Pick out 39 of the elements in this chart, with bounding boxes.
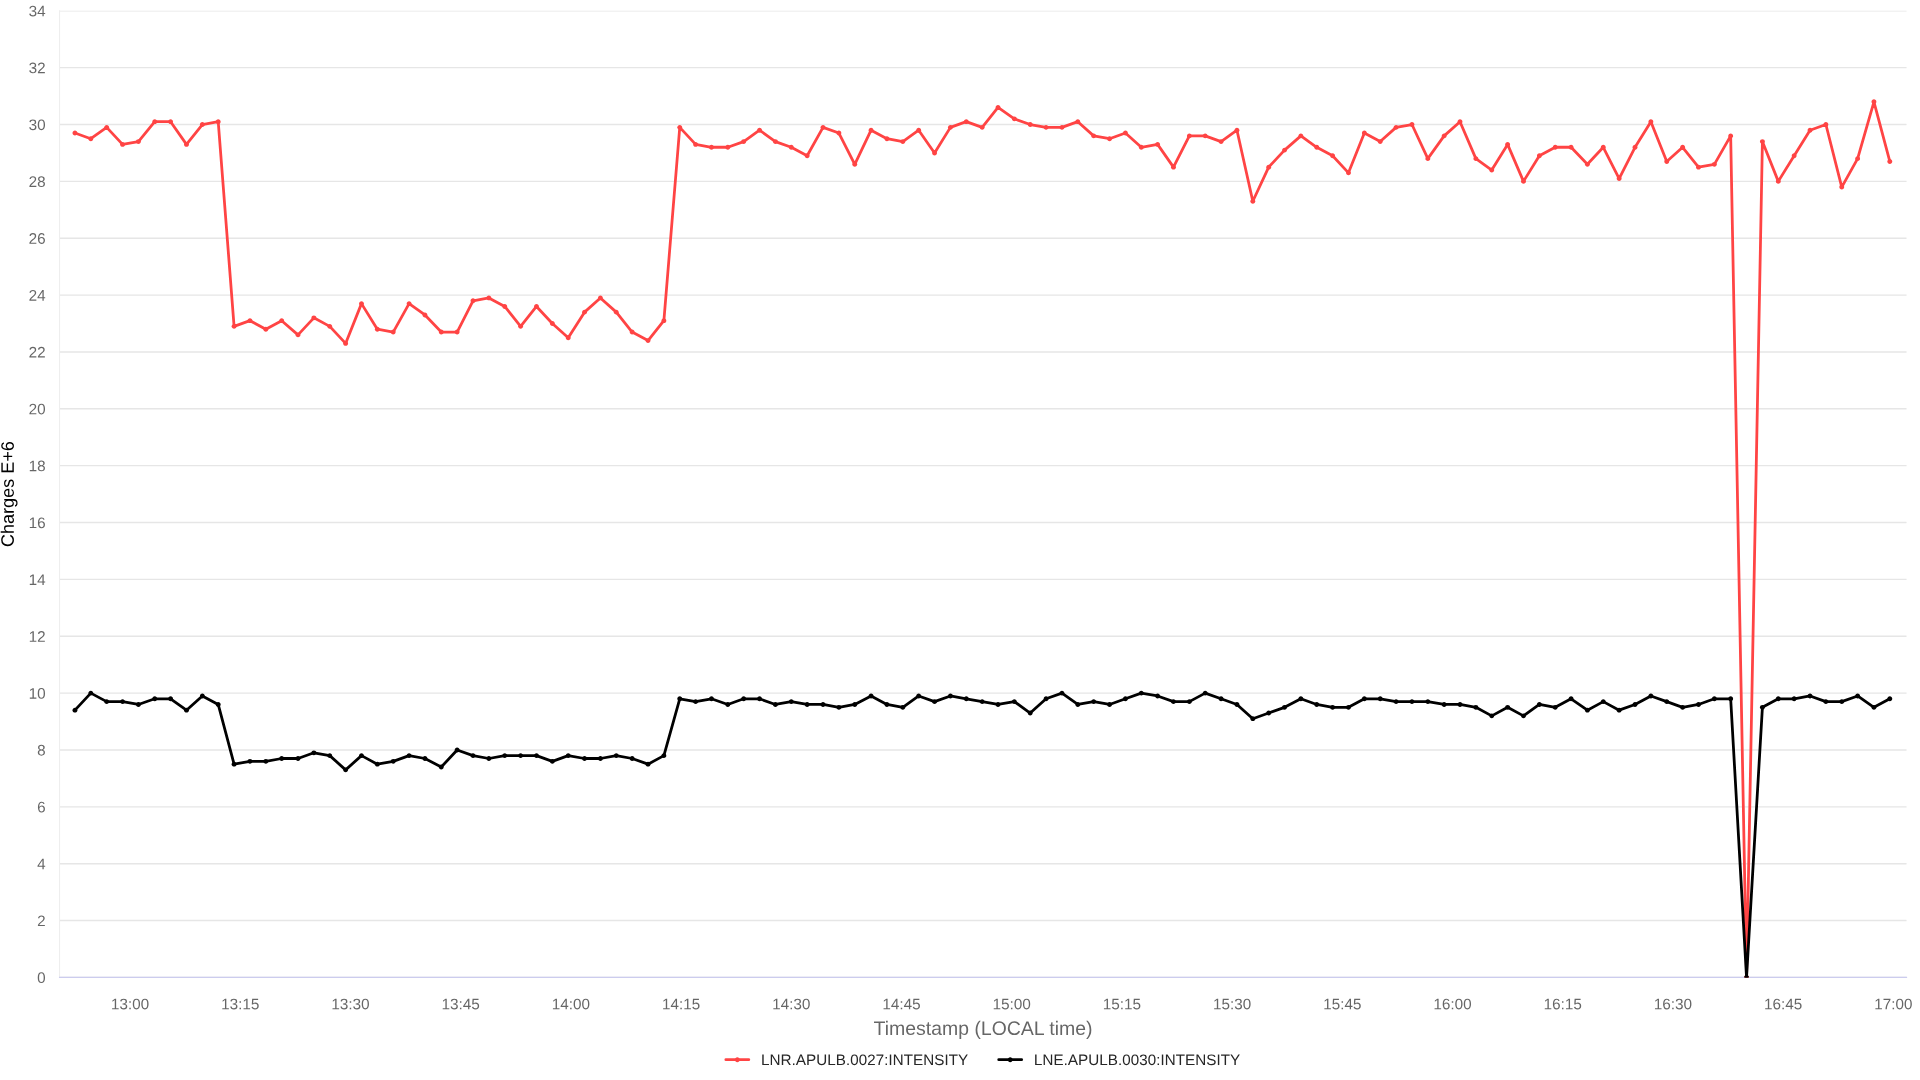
y-tick-label: 16 (29, 517, 45, 529)
x-tick-label: 13:00 (112, 998, 149, 1010)
x-tick-label: 13:30 (332, 998, 369, 1010)
y-tick-label: 26 (29, 233, 45, 244)
x-tick-label: 16:45 (1765, 998, 1802, 1010)
legend-label: LNR.APULB.0027:INTENSITY (762, 1054, 968, 1066)
x-tick-label: 14:00 (552, 998, 590, 1010)
x-tick-label: 15:00 (993, 998, 1031, 1010)
y-tick-label: 20 (29, 403, 46, 415)
y-tick-label: 4 (37, 858, 46, 870)
y-tick-label: 18 (29, 460, 45, 472)
y-tick-label: 28 (29, 176, 45, 188)
x-axis-title: Timestamp (LOCAL time) (874, 1020, 1092, 1039)
x-tick-label: 15:30 (1214, 998, 1251, 1010)
x-tick-label: 13:45 (442, 998, 480, 1010)
x-tick-label: 14:30 (773, 998, 810, 1010)
x-tick-label: 17:00 (1875, 998, 1912, 1010)
x-tick-label: 13:15 (222, 998, 259, 1010)
x-tick-label: 16:30 (1654, 998, 1692, 1010)
y-tick-label: 2 (37, 915, 45, 927)
x-tick-label: 15:45 (1324, 998, 1361, 1010)
y-tick-label: 30 (29, 119, 46, 131)
y-axis-title: Charges E+6 (0, 441, 18, 547)
x-tick-label: 15:15 (1103, 998, 1141, 1010)
y-tick-label: 0 (37, 972, 46, 984)
y-tick-label: 8 (37, 744, 45, 756)
y-tick-label: 32 (29, 62, 45, 74)
x-tick-label: 16:00 (1434, 998, 1472, 1010)
x-tick-label: 14:15 (663, 998, 700, 1010)
y-tick-label: 24 (29, 289, 46, 301)
x-tick-label: 14:45 (883, 998, 920, 1010)
y-tick-label: 22 (29, 346, 45, 358)
y-tick-label: 10 (29, 687, 46, 699)
y-tick-label: 14 (29, 574, 46, 585)
y-tick-label: 12 (29, 631, 45, 642)
legend-label: LNE.APULB.0030:INTENSITY (1035, 1054, 1240, 1066)
x-tick-label: 16:15 (1544, 998, 1582, 1010)
y-tick-label: 6 (37, 801, 45, 813)
y-tick-label: 34 (29, 5, 46, 17)
